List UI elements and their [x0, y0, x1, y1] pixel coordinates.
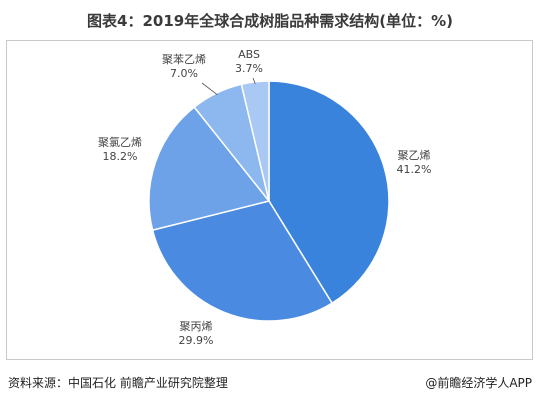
pie-slice-1 [268, 80, 390, 305]
leader-line-4 [201, 82, 218, 96]
slice-label-4: 聚苯乙烯 [162, 52, 206, 66]
pie-slice-2 [151, 200, 334, 322]
slice-value-5: 3.7% [235, 62, 263, 75]
slice-label-5: ABS [238, 48, 260, 61]
slice-label-3: 聚氯乙烯 [98, 135, 142, 149]
pie-slice-3 [148, 106, 271, 232]
pie-slice-5 [240, 80, 270, 202]
chart-frame [6, 40, 533, 360]
slice-label-1: 聚乙烯 [398, 149, 431, 162]
slice-value-3: 18.2% [103, 150, 138, 163]
pie-slices [148, 80, 390, 322]
chart-title: 图表4：2019年全球合成树脂品种需求结构(单位：%) [87, 12, 453, 30]
slice-label-2: 聚丙烯 [180, 320, 213, 333]
slice-value-1: 41.2% [397, 163, 432, 176]
source-note: 资料来源：中国石化 前瞻产业研究院整理 [8, 376, 228, 390]
slice-value-2: 29.9% [179, 334, 214, 347]
leader-lines [201, 77, 256, 96]
slice-value-4: 7.0% [170, 67, 198, 80]
brand-watermark: @前瞻经济学人APP [425, 376, 532, 390]
leader-line-5 [252, 77, 256, 84]
